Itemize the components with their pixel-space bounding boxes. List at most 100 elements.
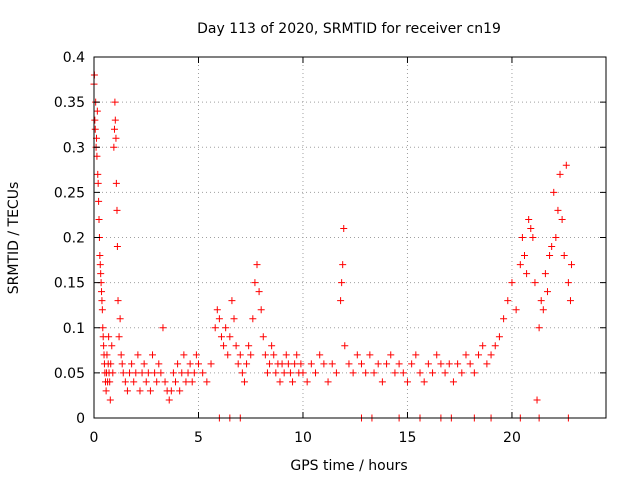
data-point	[118, 360, 126, 368]
data-point	[220, 342, 228, 350]
data-point	[119, 369, 127, 377]
data-point	[215, 315, 223, 323]
data-point	[97, 270, 105, 278]
data-point	[128, 360, 136, 368]
x-tick-label: 20	[503, 430, 521, 446]
data-point	[211, 324, 219, 332]
data-point	[341, 342, 349, 350]
data-point	[520, 252, 528, 260]
data-point	[182, 378, 190, 386]
data-point	[454, 360, 462, 368]
data-point	[103, 351, 111, 359]
data-point	[272, 369, 280, 377]
data-point	[207, 360, 215, 368]
data-point	[240, 378, 248, 386]
data-point	[303, 378, 311, 386]
ticks-layer: 0 0.05 0.1 0.15 0.2 0.25 0.3 0.35 0.4 0 5 10 15 20	[54, 50, 606, 446]
x-tick-label: 0	[90, 430, 99, 446]
data-point	[340, 224, 348, 232]
data-point	[159, 324, 167, 332]
data-point	[115, 333, 123, 341]
data-point	[387, 351, 395, 359]
data-point	[228, 297, 236, 305]
data-point	[194, 360, 202, 368]
data-point	[504, 297, 512, 305]
data-point	[144, 369, 152, 377]
y-tick-label: 0.2	[63, 231, 85, 247]
data-point	[328, 360, 336, 368]
data-point	[429, 369, 437, 377]
data-point	[259, 333, 267, 341]
data-point	[357, 360, 365, 368]
data-point	[167, 387, 175, 395]
data-point	[199, 369, 207, 377]
data-point	[121, 378, 129, 386]
data-point	[475, 351, 483, 359]
data-point	[93, 107, 101, 115]
data-point	[527, 224, 535, 232]
data-point	[278, 360, 286, 368]
data-point	[293, 351, 301, 359]
data-point	[253, 261, 261, 269]
data-point	[535, 324, 543, 332]
data-point	[424, 360, 432, 368]
data-point	[257, 306, 265, 314]
data-point	[222, 324, 230, 332]
data-point	[123, 387, 131, 395]
data-point	[416, 369, 424, 377]
data-point	[412, 351, 420, 359]
data-point	[105, 333, 113, 341]
data-point	[487, 351, 495, 359]
data-point	[395, 360, 403, 368]
data-point	[188, 378, 196, 386]
data-point	[525, 215, 533, 223]
data-point	[134, 351, 142, 359]
data-point	[286, 369, 294, 377]
data-point	[110, 143, 118, 151]
data-point	[441, 369, 449, 377]
points-layer	[90, 71, 576, 422]
data-point	[91, 116, 99, 124]
data-point	[99, 324, 107, 332]
data-point	[230, 315, 238, 323]
data-point	[251, 279, 259, 287]
data-point	[518, 234, 526, 241]
data-point	[320, 360, 328, 368]
data-point	[531, 279, 539, 287]
data-point	[537, 297, 545, 305]
data-point	[263, 369, 271, 377]
data-point	[420, 378, 428, 386]
x-axis-label: GPS time / hours	[290, 458, 407, 474]
data-point	[374, 360, 382, 368]
data-point	[112, 179, 120, 187]
data-point	[316, 351, 324, 359]
data-point	[91, 125, 99, 133]
data-point	[550, 188, 558, 196]
data-point	[190, 369, 198, 377]
data-point	[399, 369, 407, 377]
data-point	[543, 288, 551, 296]
data-point	[96, 261, 104, 269]
y-tick-label: 0.15	[54, 276, 85, 292]
data-point	[391, 369, 399, 377]
data-point	[529, 234, 537, 241]
data-point	[445, 360, 453, 368]
data-point	[566, 297, 574, 305]
data-point	[483, 360, 491, 368]
data-point	[554, 206, 562, 214]
data-point	[552, 234, 560, 241]
data-point	[297, 360, 305, 368]
data-point	[213, 306, 221, 314]
data-point	[370, 369, 378, 377]
data-point	[93, 152, 101, 160]
data-point	[500, 315, 508, 323]
data-point	[282, 351, 290, 359]
data-point	[149, 351, 157, 359]
data-point	[111, 116, 119, 124]
data-point	[130, 378, 138, 386]
data-point	[184, 369, 192, 377]
data-point	[541, 270, 549, 278]
x-tick-label: 5	[194, 430, 203, 446]
data-point	[284, 360, 292, 368]
data-point	[95, 197, 103, 205]
